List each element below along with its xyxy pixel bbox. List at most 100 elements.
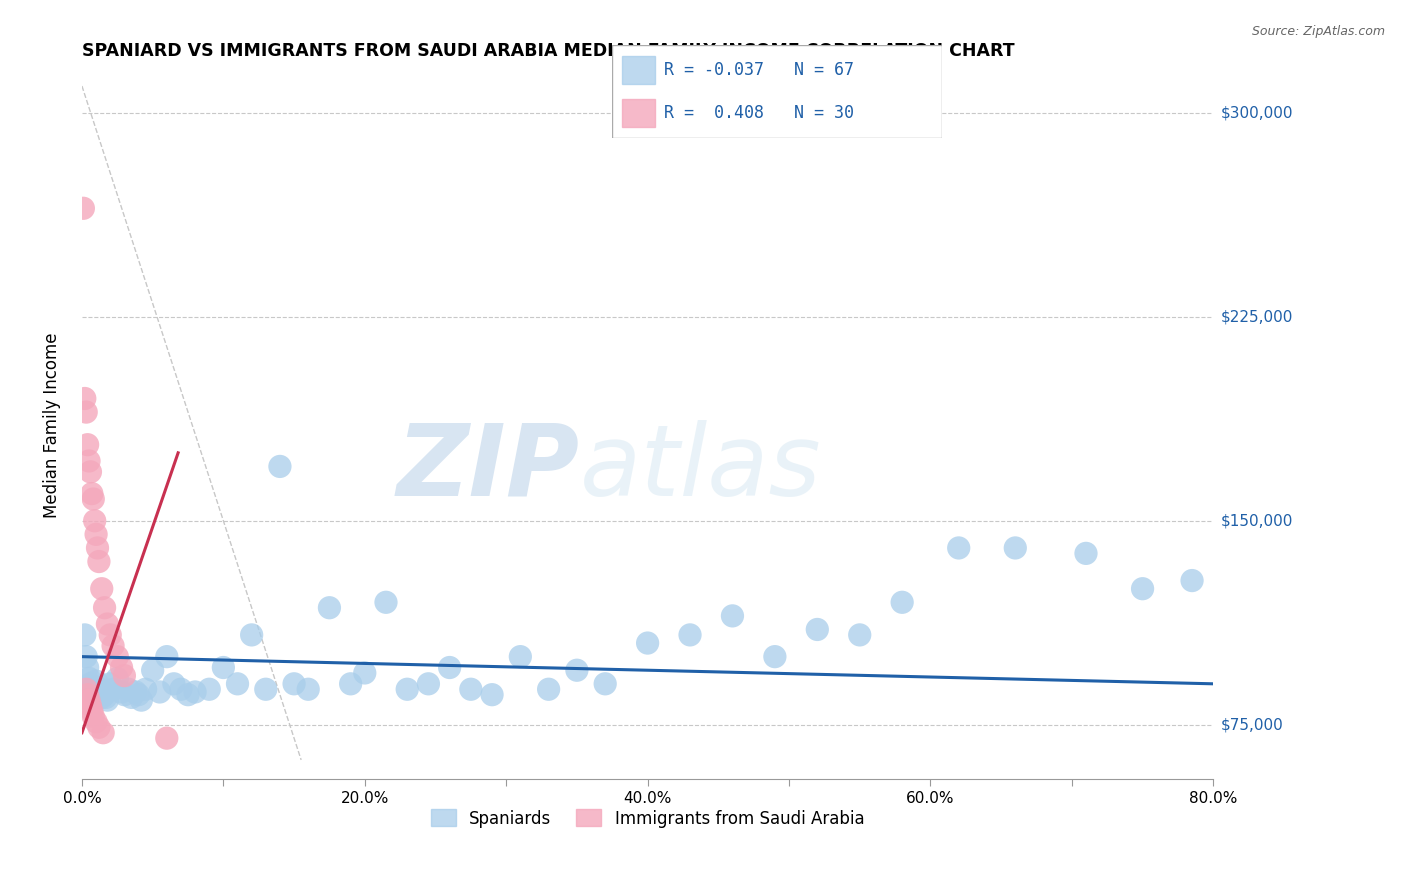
- Point: [509, 649, 531, 664]
- Point: [79, 698, 101, 713]
- Point: [76, 438, 98, 452]
- Point: [439, 660, 461, 674]
- Point: [131, 693, 153, 707]
- Point: [375, 595, 398, 609]
- Point: [90, 582, 112, 596]
- Point: [79, 677, 101, 691]
- Point: [1181, 574, 1204, 588]
- Point: [1132, 582, 1154, 596]
- Point: [101, 639, 124, 653]
- Point: [806, 623, 828, 637]
- Point: [90, 690, 112, 705]
- Point: [105, 649, 128, 664]
- Point: [318, 600, 340, 615]
- Point: [96, 617, 118, 632]
- Point: [721, 608, 744, 623]
- Point: [80, 682, 103, 697]
- Text: Source: ZipAtlas.com: Source: ZipAtlas.com: [1251, 25, 1385, 38]
- Point: [156, 731, 179, 746]
- Point: [353, 665, 375, 680]
- Point: [460, 682, 482, 697]
- Point: [283, 677, 305, 691]
- Point: [537, 682, 560, 697]
- Point: [156, 649, 179, 664]
- Point: [80, 486, 103, 500]
- Point: [93, 688, 115, 702]
- Point: [112, 688, 135, 702]
- Point: [128, 688, 150, 702]
- Point: [891, 595, 914, 609]
- Point: [163, 677, 186, 691]
- Point: [142, 663, 165, 677]
- Point: [83, 680, 105, 694]
- Point: [1004, 541, 1026, 555]
- Point: [73, 392, 96, 406]
- Point: [93, 600, 115, 615]
- Point: [679, 628, 702, 642]
- Point: [110, 685, 132, 699]
- Point: [98, 628, 121, 642]
- Point: [87, 555, 110, 569]
- Text: atlas: atlas: [579, 419, 821, 516]
- Point: [418, 677, 440, 691]
- Point: [763, 649, 786, 664]
- Point: [91, 685, 114, 699]
- Text: $75,000: $75,000: [1220, 717, 1284, 732]
- Point: [82, 709, 104, 723]
- Point: [98, 677, 121, 691]
- Point: [76, 660, 98, 674]
- Point: [110, 660, 132, 674]
- Point: [339, 677, 361, 691]
- Point: [84, 674, 107, 689]
- Point: [76, 688, 98, 702]
- Point: [117, 682, 139, 697]
- Point: [79, 465, 101, 479]
- Text: R = -0.037   N = 67: R = -0.037 N = 67: [665, 61, 855, 78]
- Point: [77, 693, 100, 707]
- Point: [269, 459, 291, 474]
- Y-axis label: Median Family Income: Median Family Income: [44, 333, 60, 518]
- Text: ZIP: ZIP: [396, 419, 579, 516]
- Point: [297, 682, 319, 697]
- Text: $225,000: $225,000: [1220, 310, 1292, 325]
- Point: [112, 668, 135, 682]
- Point: [177, 688, 200, 702]
- Point: [848, 628, 870, 642]
- Point: [80, 704, 103, 718]
- Point: [73, 628, 96, 642]
- Point: [948, 541, 970, 555]
- Point: [87, 720, 110, 734]
- Point: [226, 677, 249, 691]
- Text: R =  0.408   N = 30: R = 0.408 N = 30: [665, 104, 855, 122]
- Point: [125, 685, 148, 699]
- Text: $300,000: $300,000: [1220, 105, 1294, 120]
- Point: [170, 682, 193, 697]
- Legend: Spaniards, Immigrants from Saudi Arabia: Spaniards, Immigrants from Saudi Arabia: [425, 803, 872, 834]
- Point: [212, 660, 235, 674]
- Point: [105, 672, 128, 686]
- Point: [84, 714, 107, 729]
- Point: [77, 454, 100, 468]
- Point: [72, 202, 94, 216]
- Bar: [621, 99, 655, 127]
- Point: [637, 636, 659, 650]
- Point: [240, 628, 263, 642]
- Point: [94, 690, 117, 705]
- Point: [82, 491, 104, 506]
- Point: [75, 405, 97, 419]
- Point: [101, 682, 124, 697]
- FancyBboxPatch shape: [612, 45, 942, 138]
- Point: [87, 688, 110, 702]
- Point: [1074, 546, 1097, 560]
- Point: [149, 685, 172, 699]
- Point: [593, 677, 616, 691]
- Text: $150,000: $150,000: [1220, 513, 1292, 528]
- Text: SPANIARD VS IMMIGRANTS FROM SAUDI ARABIA MEDIAN FAMILY INCOME CORRELATION CHART: SPANIARD VS IMMIGRANTS FROM SAUDI ARABIA…: [82, 42, 1015, 60]
- Point: [75, 682, 97, 697]
- Bar: [621, 56, 655, 84]
- Point: [184, 685, 207, 699]
- Point: [254, 682, 277, 697]
- Point: [565, 663, 588, 677]
- Point: [96, 693, 118, 707]
- Point: [86, 541, 108, 555]
